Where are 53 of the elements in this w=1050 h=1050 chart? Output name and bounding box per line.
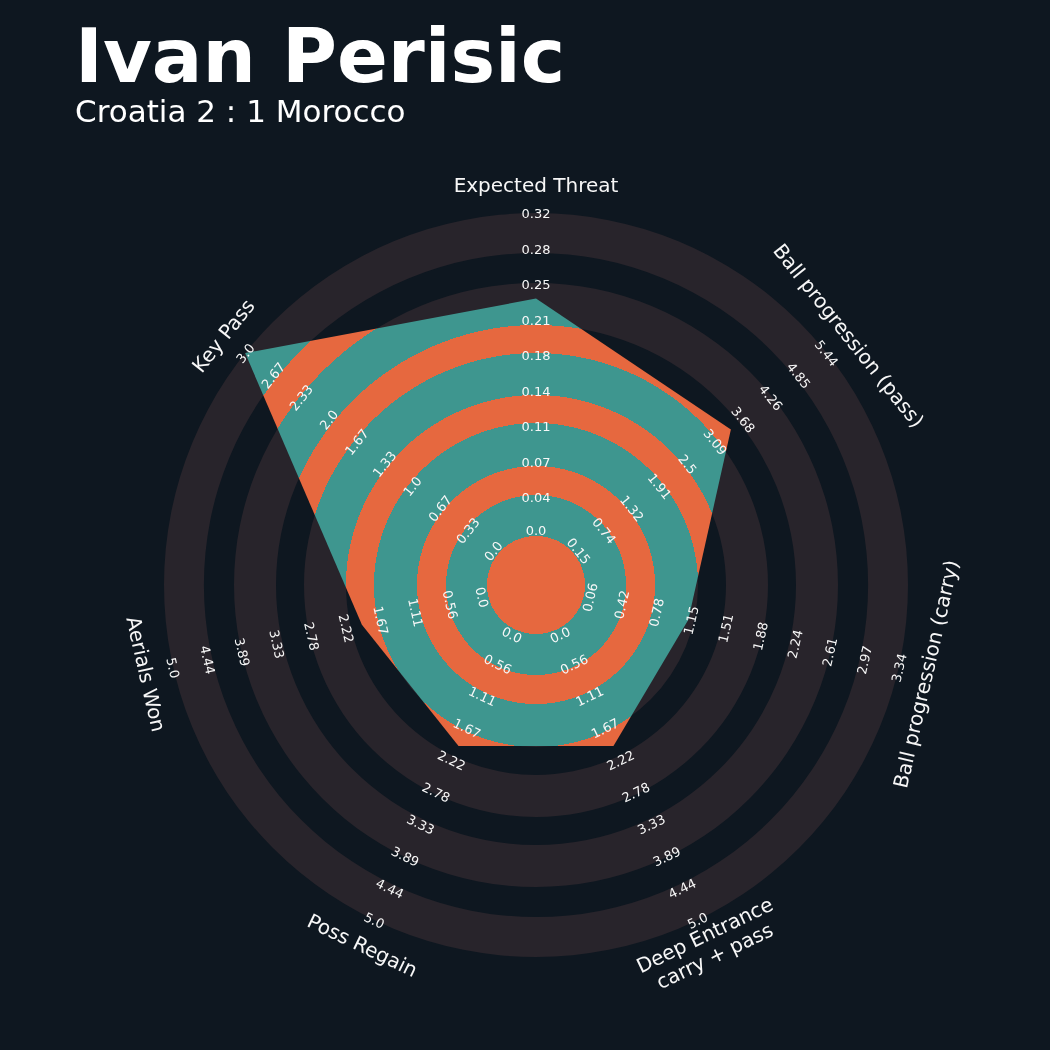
text: 1.51 <box>714 612 736 644</box>
text: 2.22 <box>435 746 469 774</box>
text: 0.25 <box>521 276 551 292</box>
text: 3.33 <box>634 811 668 838</box>
text: 2.97 <box>853 644 875 676</box>
text: 0.0 <box>472 585 492 609</box>
text: 0.11 <box>521 418 551 434</box>
text: 0.42 <box>610 588 632 621</box>
text: 4.44 <box>665 875 699 902</box>
text: 3.33 <box>266 628 288 660</box>
text: 0.28 <box>521 241 551 257</box>
text: 4.44 <box>197 644 219 676</box>
text: 2.78 <box>301 620 323 652</box>
text: 3.89 <box>232 636 254 668</box>
text: 2.0 <box>316 406 341 433</box>
text: 0.56 <box>481 650 515 677</box>
text: 5.0 <box>362 908 388 932</box>
text: 1.67 <box>588 714 622 741</box>
text: 2.24 <box>784 628 806 660</box>
text: 2.61 <box>818 636 840 668</box>
text: 0.0 <box>499 623 525 646</box>
text: 1.15 <box>680 604 702 637</box>
text: 3.34 <box>888 652 910 684</box>
text: 0.0 <box>480 537 506 564</box>
text: 1.11 <box>405 596 427 629</box>
text: 1.88 <box>749 620 771 652</box>
text: 3.89 <box>650 843 683 870</box>
text: 0.78 <box>645 596 667 629</box>
text: 0.56 <box>440 588 462 621</box>
text: 2.5 <box>675 451 701 477</box>
text: 3.0 <box>232 340 258 366</box>
spoke-label: Expected Threat <box>453 173 619 197</box>
text: 0.21 <box>521 312 551 328</box>
text: 0.0 <box>525 522 547 538</box>
text: 2.78 <box>619 778 652 806</box>
text: 3.89 <box>389 843 422 870</box>
text: 5.0 <box>163 656 183 680</box>
text: 1.11 <box>466 682 499 709</box>
text: 2.22 <box>603 746 637 774</box>
text: 0.32 <box>521 205 551 221</box>
text: 2.78 <box>420 778 453 806</box>
text: 3.33 <box>404 811 438 838</box>
text: 1.11 <box>573 682 606 709</box>
text: 1.67 <box>370 604 392 637</box>
text: 4.44 <box>373 875 407 902</box>
text: 0.06 <box>579 581 601 614</box>
text: 1.0 <box>399 473 425 499</box>
text: 0.07 <box>521 454 551 470</box>
text: 0.56 <box>557 650 591 677</box>
text: 1.67 <box>450 714 484 741</box>
text: 0.0 <box>547 623 573 646</box>
text: 2.22 <box>336 612 358 644</box>
text: 0.14 <box>521 383 551 399</box>
